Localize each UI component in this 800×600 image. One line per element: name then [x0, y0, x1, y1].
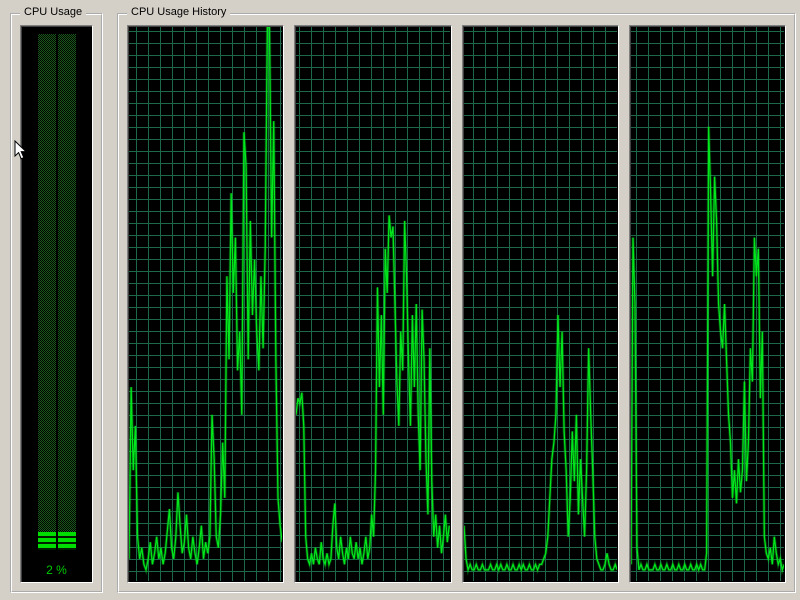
cpu-history-panel-core-1	[127, 25, 285, 583]
grid-lines	[463, 27, 617, 581]
cpu-history-panel-core-2	[294, 25, 452, 583]
cpu-usage-history-group: CPU Usage History	[117, 6, 796, 593]
grid-lines	[129, 27, 283, 581]
cpu-history-panels	[127, 25, 786, 583]
meter-lit-segments	[37, 532, 56, 550]
cpu-history-chart-core-1	[129, 27, 282, 581]
cpu-usage-history-group-label: CPU Usage History	[127, 6, 231, 18]
cpu-usage-meter: 2 %	[20, 25, 93, 583]
cpu-history-chart-core-3	[464, 27, 617, 581]
cpu-usage-meter-columns	[37, 34, 76, 550]
cpu-usage-value: 2 %	[46, 563, 67, 577]
cpu-history-chart-core-2	[296, 27, 449, 581]
cpu-history-chart-core-4	[631, 27, 784, 581]
grid-lines	[296, 27, 450, 581]
cpu-history-panel-core-3	[461, 25, 619, 583]
cpu-usage-group: CPU Usage 2 %	[10, 6, 103, 593]
meter-led-column	[37, 34, 56, 550]
meter-lit-segments	[57, 532, 76, 550]
meter-led-column	[57, 34, 76, 550]
cpu-history-panel-core-4	[628, 25, 786, 583]
cpu-usage-group-label: CPU Usage	[20, 6, 87, 18]
